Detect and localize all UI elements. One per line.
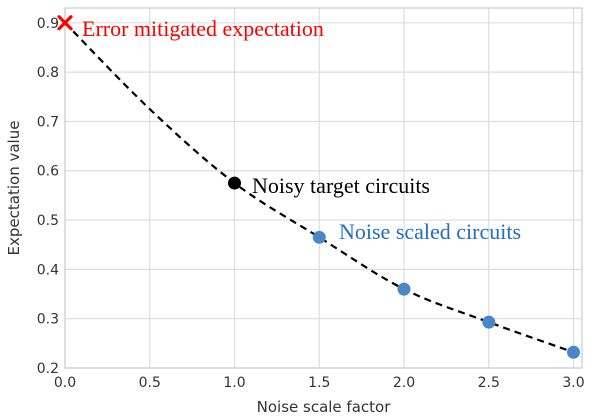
x-tick-label: 3.0 [562, 375, 584, 391]
x-axis-title: Noise scale factor [257, 398, 392, 416]
tick-labels: 0.0 0.5 1.0 1.5 2.0 2.5 3.0 0.2 0.3 0.4 0.5 0.6 0.7 0… [37, 16, 585, 391]
y-tick-label: 0.7 [37, 114, 59, 130]
noisy-target-circuits-point [228, 176, 242, 190]
y-tick-label: 0.3 [37, 312, 59, 328]
x-tick-label: 1.0 [223, 375, 245, 391]
y-tick-label: 0.2 [37, 361, 59, 377]
noise-scaled-circuits-point [567, 345, 581, 359]
noise-scaled-circuits-point [397, 282, 411, 296]
y-tick-label: 0.4 [37, 262, 59, 278]
y-tick-label: 0.8 [37, 65, 59, 81]
noise-scaled-circuits-point [482, 315, 496, 329]
annotation-noisy-target: Noisy target circuits [252, 173, 430, 198]
y-axis-title: Expectation value [5, 121, 23, 256]
y-tick-label: 0.9 [37, 16, 59, 32]
x-tick-label: 2.5 [478, 375, 500, 391]
data-points [57, 15, 581, 359]
annotation-noise-scaled: Noise scaled circuits [339, 219, 521, 244]
fit-curve [64, 22, 574, 354]
x-tick-label: 2.0 [393, 375, 415, 391]
x-tick-label: 0.0 [54, 375, 76, 391]
annotation-error-mitigated: Error mitigated expectation [82, 16, 324, 41]
x-tick-label: 1.5 [308, 375, 330, 391]
error-mitigated-expectation-marker [57, 15, 73, 31]
y-tick-label: 0.6 [37, 164, 59, 180]
y-tick-label: 0.5 [37, 213, 59, 229]
plot-frame [64, 7, 583, 369]
noise-scaled-circuits-point [312, 230, 326, 244]
x-tick-label: 0.5 [139, 375, 161, 391]
plot-area [65, 8, 582, 368]
